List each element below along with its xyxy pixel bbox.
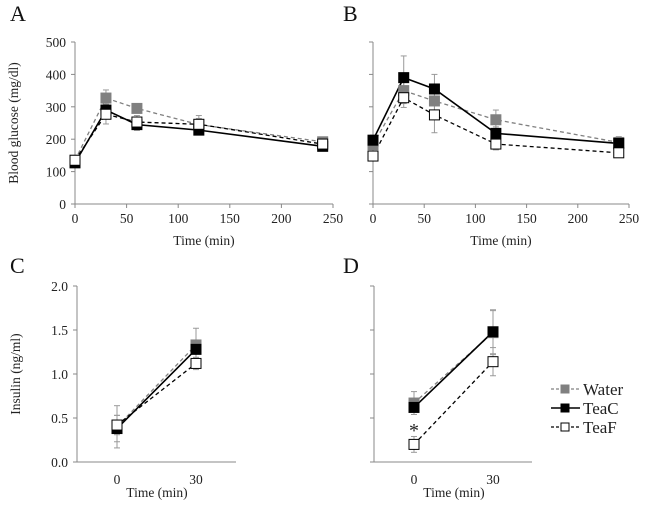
panel-a-xtick-label: 200 <box>271 211 292 226</box>
panel-c-ytick-label: 0.5 <box>51 411 68 426</box>
legend-marker-sample <box>560 422 570 432</box>
panel-a-ytick-label: 200 <box>46 132 67 147</box>
panel-c-xtick-label: 0 <box>114 472 121 487</box>
panel-a-ytick-label: 300 <box>46 100 67 115</box>
panel-a-ytick-label: 100 <box>46 165 67 180</box>
panel-c-teac-point <box>190 343 202 355</box>
legend-item-water: Water <box>551 380 623 399</box>
panel-a-ytick-label: 500 <box>46 35 67 50</box>
panel-a-ylabel: Blood glucose (mg/dl) <box>6 62 21 184</box>
panel-c-teaf-point <box>111 419 123 431</box>
legend-marker-sample <box>560 384 570 394</box>
panel-c: 0.0 0.5 1.0 1.5 2.0 0 30 <box>51 279 236 487</box>
panel-d-teaf-point <box>408 438 420 450</box>
panel-c-ytick-label: 1.0 <box>51 367 68 382</box>
panel-b-xtick-label: 200 <box>568 211 589 226</box>
panel-label-a: A <box>10 1 26 26</box>
panel-c-ylabel: Insulin (ng/ml) <box>8 333 23 414</box>
panel-a-water-point <box>131 102 143 114</box>
panel-d-xlabel: Time (min) <box>423 485 484 500</box>
panel-b-teac-point <box>613 137 625 149</box>
panel-b-xtick-label: 50 <box>417 211 431 226</box>
panel-b-teaf-point <box>428 109 440 121</box>
panel-b-teac-point <box>367 134 379 146</box>
panel-b-teaf-point <box>367 150 379 162</box>
panel-b-water-point <box>428 95 440 107</box>
panel-a-xlabel: Time (min) <box>173 233 234 248</box>
panel-b-xlabel: Time (min) <box>470 233 531 248</box>
panel-a-xtick-label: 150 <box>220 211 241 226</box>
panel-b-teac-point <box>428 83 440 95</box>
panel-a-teaf-point <box>193 118 205 130</box>
panel-label-d: D <box>343 253 359 278</box>
panel-c-ytick-label: 0.0 <box>51 455 68 470</box>
legend-label: TeaF <box>583 418 617 437</box>
legend-item-teaf: TeaF <box>551 418 617 437</box>
panel-label-b: B <box>343 1 358 26</box>
panel-b-xtick-label: 150 <box>516 211 537 226</box>
panel-b-teac-point <box>398 72 410 84</box>
panel-b-xtick-label: 250 <box>619 211 640 226</box>
legend-label: TeaC <box>583 399 619 418</box>
panel-d: 0 30 * <box>370 285 532 487</box>
panel-a-teaf-point <box>131 116 143 128</box>
panel-a: 0 100 200 300 400 500 0 50 100 150 200 250 <box>46 35 344 226</box>
panel-c-ytick-label: 2.0 <box>51 279 68 294</box>
legend-marker-sample <box>560 403 570 413</box>
panel-a-xtick-label: 100 <box>168 211 189 226</box>
panel-b-water-point <box>490 114 502 126</box>
legend-label: Water <box>583 380 623 399</box>
panel-b-teaf-point <box>490 138 502 150</box>
panel-d-significance-star: * <box>409 420 419 442</box>
panel-a-xtick-label: 50 <box>120 211 134 226</box>
panel-d-teac-point <box>408 401 420 413</box>
panel-d-xtick-label: 0 <box>411 472 418 487</box>
panel-c-xtick-label: 30 <box>189 472 203 487</box>
panel-b-xtick-label: 100 <box>465 211 486 226</box>
panel-a-ytick-label: 0 <box>59 197 66 212</box>
panel-b-teaf-point <box>613 147 625 159</box>
panel-c-teaf-line <box>116 362 197 426</box>
panel-d-water-line <box>413 332 494 404</box>
panel-c-teac-line <box>116 348 197 430</box>
panel-b-teac-point <box>490 127 502 139</box>
panel-c-xlabel: Time (min) <box>126 485 187 500</box>
panel-label-c: C <box>10 253 25 278</box>
panel-a-teaf-point <box>69 154 81 166</box>
panel-b-teaf-point <box>398 92 410 104</box>
panel-d-teaf-line <box>413 361 494 445</box>
legend-item-teac: TeaC <box>551 399 619 418</box>
panel-c-water-line <box>116 344 197 428</box>
panel-d-xtick-label: 30 <box>486 472 500 487</box>
panel-a-ytick-label: 400 <box>46 67 67 82</box>
panel-d-teac-line <box>413 331 494 409</box>
panel-c-teaf-point <box>190 357 202 369</box>
panel-a-xtick-label: 250 <box>323 211 344 226</box>
panel-d-teac-point <box>487 326 499 338</box>
panel-a-teaf-point <box>317 138 329 150</box>
panel-a-xtick-label: 0 <box>72 211 79 226</box>
panel-a-teaf-point <box>100 108 112 120</box>
panel-c-ytick-label: 1.5 <box>51 323 68 338</box>
panel-d-teaf-point <box>487 356 499 368</box>
panel-a-water-point <box>100 92 112 104</box>
panel-b-xtick-label: 0 <box>370 211 377 226</box>
panel-b: 0 50 100 150 200 250 <box>367 41 640 226</box>
